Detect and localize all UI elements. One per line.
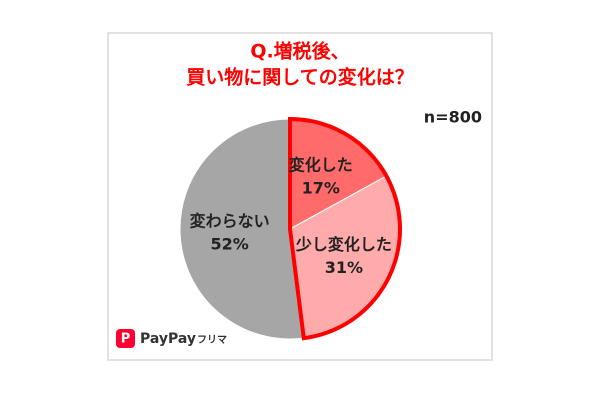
- pie-slice: [179, 118, 305, 340]
- chart-title: 買い物に関しての変化は？: [186, 66, 413, 89]
- slice-label: 少し変化した: [295, 235, 392, 254]
- brand-name: PayPay: [140, 331, 196, 347]
- slice-value-label: 31%: [325, 258, 363, 277]
- highlight-outline: [288, 116, 402, 341]
- slice-label: 変化した: [289, 155, 353, 174]
- brand-logo: P PayPay フリマ: [116, 329, 227, 348]
- slice-label: 変わらない: [190, 211, 270, 230]
- logo-icon-letter: P: [121, 332, 131, 347]
- sample-size: n=800: [424, 108, 482, 127]
- slice-value-label: 17%: [302, 178, 340, 197]
- logo-icon: [116, 329, 135, 348]
- brand-suffix: フリマ: [197, 334, 227, 346]
- chart-title: Q.増税後、: [250, 40, 349, 63]
- slice-value-label: 52%: [210, 234, 248, 253]
